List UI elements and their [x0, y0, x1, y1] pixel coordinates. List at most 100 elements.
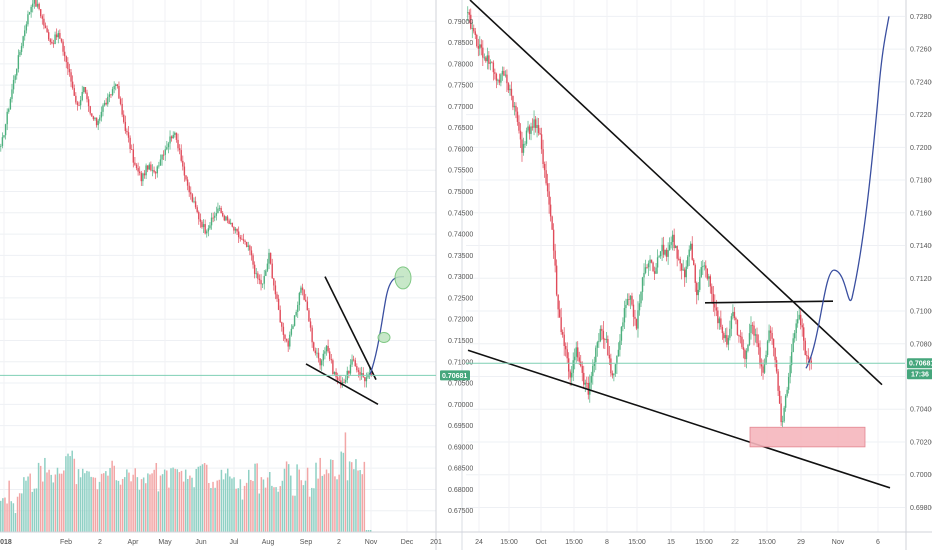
right-candle: [733, 311, 736, 319]
right-neckline: [704, 300, 834, 304]
left-volume-bar: [317, 478, 319, 532]
left-volume-bar: [145, 483, 147, 532]
left-candle: [289, 334, 291, 347]
left-target-marker-large: [394, 266, 412, 290]
left-volume-bar: [260, 477, 263, 532]
left-candle: [4, 124, 7, 136]
left-candle: [292, 325, 294, 329]
left-volume-bar: [311, 487, 313, 532]
left-candle: [349, 364, 352, 374]
right-x-tick: 15:00: [628, 539, 646, 546]
left-candle: [55, 34, 58, 38]
right-candle: [626, 299, 629, 305]
right-candle: [554, 250, 556, 266]
right-candle: [575, 347, 577, 357]
left-volume-bar: [161, 474, 164, 532]
left-volume-bar: [350, 462, 353, 532]
left-y-tick: 0.70000: [448, 402, 473, 409]
right-candle: [693, 259, 695, 266]
left-volume-bar: [275, 487, 277, 532]
right-candle: [473, 28, 475, 32]
right-candle: [790, 352, 793, 366]
left-volume-bar: [199, 465, 202, 532]
right-candle: [647, 263, 650, 268]
left-candle: [169, 136, 171, 144]
left-volume-bar: [302, 485, 305, 532]
right-candle: [598, 341, 600, 343]
left-volume-bar: [245, 482, 248, 532]
left-candle: [367, 374, 369, 378]
left-volume-bar: [367, 530, 370, 532]
right-candle: [515, 105, 517, 112]
right-candle: [714, 303, 716, 308]
right-candle: [708, 276, 710, 279]
left-volume-bar: [315, 462, 317, 532]
right-candle: [595, 347, 597, 363]
left-candle: [16, 68, 18, 76]
right-candle: [492, 62, 495, 73]
right-candle: [495, 73, 498, 81]
left-candle: [14, 75, 16, 80]
right-x-tick: 29: [797, 539, 805, 546]
right-candle: [784, 395, 787, 408]
left-volume-bar: [157, 491, 160, 532]
left-volume-bar: [233, 477, 235, 532]
left-candle: [131, 149, 133, 150]
left-candle: [140, 173, 142, 182]
right-candle: [768, 330, 770, 342]
right-candle: [533, 119, 535, 128]
right-candle: [516, 111, 519, 122]
left-candle: [284, 334, 286, 339]
right-candle: [574, 356, 576, 361]
left-candle: [68, 68, 71, 73]
right-candle: [617, 349, 620, 356]
right-candle: [555, 265, 558, 295]
right-candle: [671, 234, 674, 243]
left-volume-bar: [222, 479, 225, 532]
right-candle: [730, 316, 733, 329]
right-candle: [641, 277, 644, 292]
left-candle: [170, 136, 173, 139]
left-candle: [325, 345, 328, 352]
left-volume-bar: [77, 469, 80, 532]
right-x-tick: 15:00: [758, 539, 776, 546]
right-candle: [745, 350, 748, 360]
left-candle: [328, 351, 331, 360]
left-y-tick: 0.77000: [448, 104, 473, 111]
left-candle: [111, 89, 114, 96]
left-x-tick: Aug: [262, 539, 275, 546]
left-candle: [127, 132, 130, 138]
right-candle: [593, 362, 596, 366]
right-candle: [759, 347, 761, 365]
right-candle: [494, 72, 496, 74]
right-candle: [500, 74, 502, 83]
left-volume-bar: [149, 474, 151, 532]
right-candle: [688, 249, 690, 257]
left-candle: [124, 121, 127, 131]
left-candle: [143, 173, 146, 176]
right-candle: [662, 244, 665, 255]
left-candle: [344, 380, 347, 383]
left-y-tick: 0.67500: [448, 508, 473, 515]
left-volume-bar: [231, 478, 233, 532]
left-candle: [282, 326, 285, 335]
left-volume-bar: [48, 469, 50, 532]
left-volume-bar: [323, 474, 326, 532]
right-price-label: 0.70681: [909, 361, 932, 368]
right-candle: [601, 328, 603, 331]
left-candle: [126, 130, 128, 133]
left-candle: [132, 149, 135, 163]
left-candle: [27, 14, 29, 25]
right-x-tick: 15:00: [695, 539, 713, 546]
left-candle: [78, 104, 80, 106]
right-candle: [769, 330, 772, 333]
right-candle: [796, 319, 799, 324]
left-candle: [116, 84, 119, 87]
right-candle: [777, 371, 779, 391]
left-volume-bar: [132, 474, 134, 532]
right-candle: [753, 325, 755, 336]
